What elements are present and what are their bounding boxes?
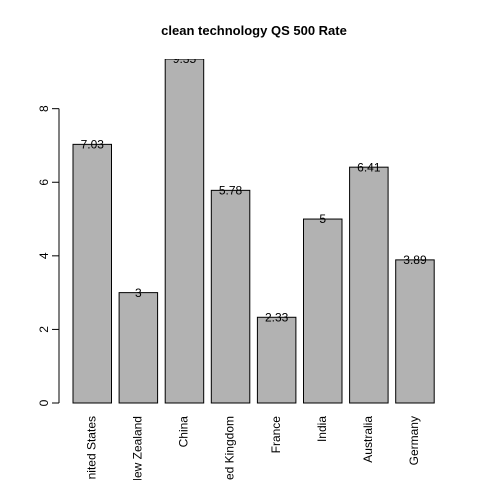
bar	[395, 259, 435, 404]
y-axis: 0 2 4 6 8	[37, 105, 60, 406]
category-label: United Kingdom	[223, 416, 237, 480]
y-tick-label: 8	[37, 105, 51, 112]
category-label: United States	[84, 416, 98, 480]
data-label: 3.89	[403, 253, 427, 267]
category-labels: United States New Zealand China United King…	[84, 416, 421, 480]
category-label: China	[177, 416, 191, 448]
bars: 7.03 3 9.35 5.78 2.33 5 6.41 3.89	[72, 52, 435, 404]
category-label: New Zealand	[131, 416, 145, 480]
data-label: 6.41	[357, 160, 381, 174]
data-label: 9.35	[173, 52, 197, 66]
category-label: France	[269, 416, 283, 454]
y-tick-label: 0	[37, 399, 51, 406]
bar	[303, 218, 343, 404]
category-label: Australia	[361, 416, 375, 463]
data-label: 2.33	[265, 310, 289, 324]
bar	[349, 166, 389, 404]
y-tick-label: 6	[37, 179, 51, 186]
y-tick-label: 2	[37, 326, 51, 333]
bar	[72, 143, 112, 404]
bar	[164, 59, 205, 404]
bar	[256, 316, 297, 404]
bar	[118, 292, 159, 404]
y-tick-label: 4	[37, 252, 51, 259]
data-label: 7.03	[81, 138, 105, 152]
category-label: India	[315, 416, 329, 442]
data-label: 5.78	[219, 184, 243, 198]
category-label: Germany	[407, 416, 421, 465]
bar	[210, 189, 251, 404]
data-label: 5	[319, 212, 326, 226]
chart-title: clean technology QS 500 Rate	[161, 23, 347, 38]
data-label: 3	[135, 286, 142, 300]
